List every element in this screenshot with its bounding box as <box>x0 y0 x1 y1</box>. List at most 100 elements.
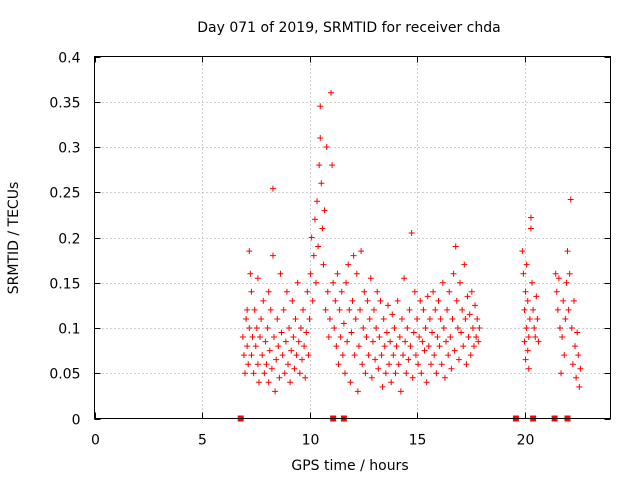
data-point <box>566 270 573 277</box>
data-point <box>248 288 255 295</box>
data-point <box>416 334 423 341</box>
data-point <box>384 302 391 309</box>
data-point <box>575 352 582 359</box>
data-point <box>307 270 314 277</box>
y-tick-label: 0.2 <box>58 232 80 248</box>
data-point <box>297 325 304 331</box>
data-point <box>574 329 581 336</box>
y-tick-label: 0.1 <box>58 322 80 338</box>
data-point <box>421 347 428 354</box>
data-point <box>451 347 458 354</box>
x-tick-label: 20 <box>517 433 535 449</box>
data-points <box>239 89 584 395</box>
data-point <box>292 315 299 322</box>
data-point <box>242 370 248 377</box>
data-point <box>380 315 387 322</box>
data-point <box>282 338 289 345</box>
x-tick-label: 15 <box>409 433 427 449</box>
data-point <box>379 383 386 390</box>
data-point <box>436 343 443 350</box>
data-point <box>404 325 411 331</box>
y-tick-label: 0.4 <box>58 51 80 67</box>
data-point <box>281 370 288 377</box>
data-point <box>441 374 448 381</box>
data-point <box>350 252 357 259</box>
data-point <box>272 388 279 395</box>
data-point <box>255 379 262 386</box>
data-point <box>301 343 308 350</box>
data-point <box>366 315 373 322</box>
data-point <box>354 388 361 395</box>
data-point <box>398 315 405 322</box>
x-tick-label: 0 <box>91 433 100 449</box>
data-point <box>431 352 438 359</box>
data-point <box>411 288 418 295</box>
data-point <box>262 338 269 345</box>
data-point <box>561 352 568 359</box>
y-tick-label: 0.25 <box>49 186 80 202</box>
data-point <box>364 297 371 304</box>
data-point <box>347 379 354 386</box>
data-point <box>391 325 398 331</box>
data-point <box>372 356 379 363</box>
data-point <box>443 338 450 345</box>
data-point <box>565 306 572 313</box>
data-point <box>367 275 374 282</box>
data-point <box>322 306 329 313</box>
data-point <box>462 315 469 322</box>
data-point <box>521 338 528 345</box>
data-point <box>393 343 400 350</box>
data-point <box>283 288 290 295</box>
data-point <box>552 270 559 277</box>
data-point <box>531 325 538 331</box>
data-point <box>526 315 533 322</box>
data-point <box>387 338 394 345</box>
data-point <box>433 370 440 377</box>
data-point <box>293 352 300 359</box>
data-point <box>265 379 272 386</box>
data-point <box>294 279 301 286</box>
data-point <box>369 338 376 345</box>
data-point <box>533 293 540 300</box>
data-point <box>378 352 385 359</box>
data-point <box>555 275 562 282</box>
data-point <box>239 334 246 341</box>
data-point <box>361 288 368 295</box>
data-point <box>463 361 470 368</box>
data-point <box>577 365 584 372</box>
data-point <box>563 279 570 286</box>
data-point <box>243 315 250 322</box>
data-point <box>363 334 370 341</box>
data-point <box>351 352 358 359</box>
x-axis-title: GPS time / hours <box>291 458 408 474</box>
data-point <box>401 275 408 282</box>
data-point <box>308 234 315 241</box>
data-point <box>529 279 536 286</box>
y-axis-title: SRMTID / TECUs <box>6 182 22 295</box>
data-point <box>396 334 403 341</box>
data-point <box>336 306 343 313</box>
data-point <box>420 306 427 313</box>
data-point <box>412 352 419 359</box>
data-point <box>389 311 396 318</box>
data-point <box>289 297 296 304</box>
data-point <box>331 325 338 331</box>
data-point <box>240 352 247 359</box>
data-point <box>244 343 251 350</box>
data-point <box>524 297 531 304</box>
data-point <box>252 343 259 350</box>
data-point <box>425 343 432 350</box>
data-point <box>469 325 476 331</box>
data-point <box>527 225 534 232</box>
data-point <box>429 329 436 336</box>
data-point <box>335 361 342 368</box>
data-point <box>306 315 313 322</box>
data-point <box>249 334 256 341</box>
data-point <box>315 243 322 250</box>
data-point <box>250 370 257 377</box>
data-point <box>525 365 532 372</box>
data-point <box>419 338 426 345</box>
data-point <box>470 343 477 350</box>
data-point <box>434 334 441 341</box>
plot-frame <box>94 56 611 419</box>
